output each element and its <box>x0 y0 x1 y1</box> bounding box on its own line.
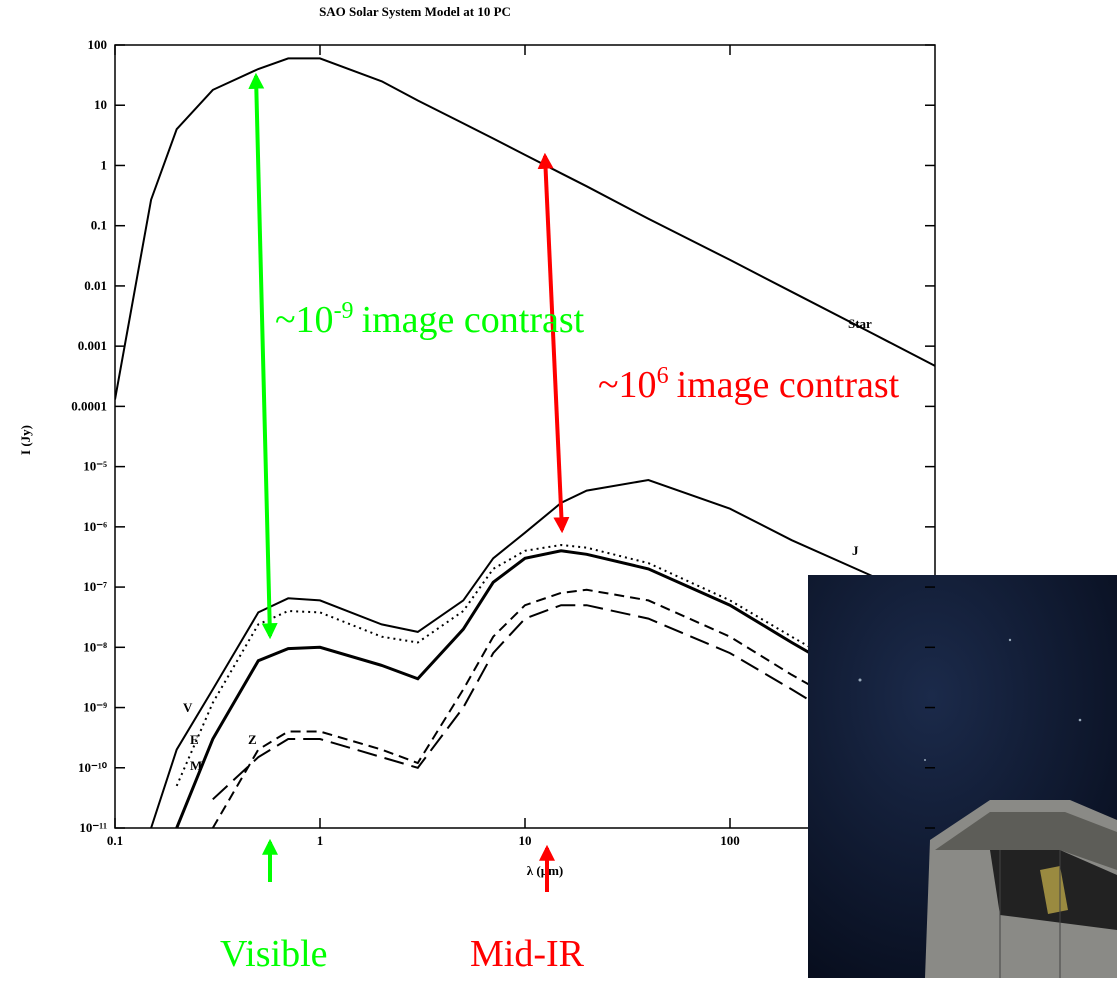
y-tick-label: 10⁻¹⁰ <box>78 760 108 775</box>
y-tick-label: 10⁻⁶ <box>83 519 107 534</box>
y-axis-label: I (Jy) <box>18 425 33 455</box>
series-label: Star <box>848 316 872 331</box>
y-tick-label: 10⁻¹¹ <box>79 820 107 835</box>
y-tick-label: 0.1 <box>91 218 107 233</box>
y-tick-label: 100 <box>88 37 108 52</box>
y-tick-label: 10⁻⁵ <box>83 459 107 474</box>
spacecraft-image <box>808 575 1117 978</box>
annotation-exponent: -9 <box>334 298 354 324</box>
annotation-text: image contrast <box>362 299 585 341</box>
y-tick-label: 10⁻⁹ <box>83 700 107 715</box>
annotation-exponent: 6 <box>657 363 669 389</box>
annotation-base: ~10 <box>275 299 334 341</box>
series-line <box>115 58 935 399</box>
series-label: J <box>852 543 859 558</box>
series-label: M <box>190 758 202 773</box>
x-tick-label: 0.1 <box>107 833 123 848</box>
chart: SAO Solar System Model at 10 PC λ (μm) I… <box>0 0 1117 978</box>
x-tick-label: 10 <box>519 833 532 848</box>
annotation-base: ~10 <box>598 364 657 406</box>
y-tick-label: 1 <box>101 157 108 172</box>
x-tick-label: 1 <box>317 833 324 848</box>
y-tick-label: 0.0001 <box>71 398 107 413</box>
annotation: Mid-IR <box>470 933 585 975</box>
chart-title: SAO Solar System Model at 10 PC <box>319 4 511 19</box>
y-tick-label: 0.001 <box>78 338 107 353</box>
annotation-text: image contrast <box>677 364 900 406</box>
annotation: Visible <box>220 933 328 975</box>
y-tick-label: 0.01 <box>84 278 107 293</box>
annotation: ~106 image contrast <box>598 363 900 406</box>
annotation: ~10-9 image contrast <box>275 298 585 341</box>
x-tick-label: 100 <box>720 833 740 848</box>
contrast-arrow <box>256 76 270 636</box>
page: {"chart_data": { "type": "line", "title"… <box>0 0 1117 978</box>
y-tick-label: 10⁻⁷ <box>83 579 107 594</box>
series-label: E <box>190 732 199 747</box>
y-tick-label: 10 <box>94 97 107 112</box>
contrast-arrow <box>545 156 562 530</box>
y-tick-label: 10⁻⁸ <box>83 639 107 654</box>
series-label: Z <box>248 732 257 747</box>
series-label: V <box>183 700 193 715</box>
